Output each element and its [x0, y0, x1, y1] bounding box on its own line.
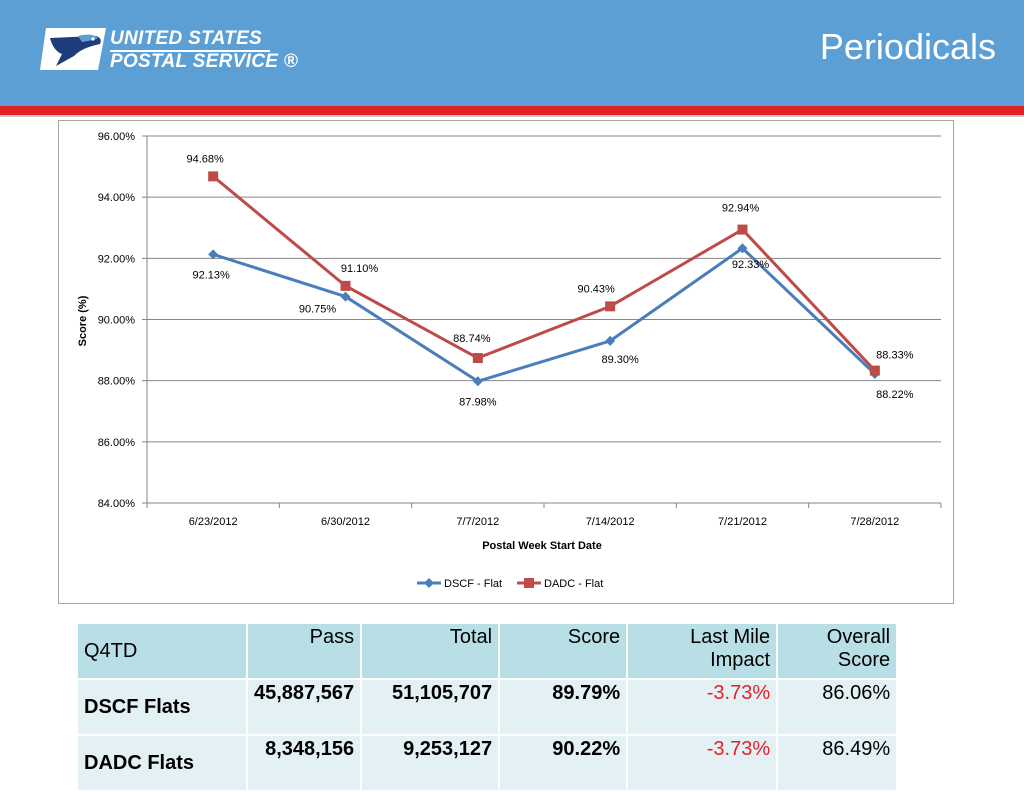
last-mile-cell: -3.73% — [626, 734, 779, 792]
header-banner — [0, 0, 1024, 106]
slide-title: Periodicals — [819, 26, 996, 67]
data-point-diamond — [208, 249, 219, 260]
eagle-icon — [40, 28, 106, 70]
data-point-diamond — [472, 376, 483, 387]
y-tick-label: 90.00% — [98, 315, 136, 327]
total-cell: 9,253,127 — [360, 734, 501, 792]
y-tick-label: 86.00% — [98, 437, 136, 449]
chart-legend: DSCF - Flat DADC - Flat — [417, 578, 603, 590]
x-tick-label: 7/21/2012 — [718, 516, 767, 528]
legend-label: DSCF - Flat — [444, 578, 502, 590]
pass-cell: 45,887,567 — [245, 678, 363, 736]
data-label: 88.74% — [453, 333, 491, 345]
x-axis-label: Postal Week Start Date — [482, 540, 602, 552]
row-label: DADC Flats — [76, 734, 248, 792]
data-point-square — [208, 171, 219, 182]
col-header-last-mile-impact: Last Mile Impact — [626, 622, 779, 680]
chart-canvas: 84.00% 86.00% 88.00% 90.00% 92.00% 94.00% 96.0… — [77, 131, 942, 590]
data-label: 88.33% — [876, 350, 914, 362]
logo-line-2: POSTAL SERVICE ® — [110, 51, 299, 72]
header-gray-rule — [0, 115, 1024, 117]
data-label: 92.13% — [193, 269, 231, 281]
data-label: 89.30% — [602, 354, 640, 366]
x-tick-label: 6/30/2012 — [321, 516, 370, 528]
col-header-score: Score — [498, 622, 629, 680]
series-line-dadc — [212, 175, 876, 372]
data-point-square — [340, 280, 351, 291]
y-tick-label: 84.00% — [98, 498, 136, 510]
series-line-dscf — [212, 246, 876, 383]
header-red-rule — [0, 106, 1024, 115]
total-cell: 51,105,707 — [360, 678, 501, 736]
line-chart: 84.00% 86.00% 88.00% 90.00% 92.00% 94.00% 96.0… — [58, 120, 954, 604]
data-point-square — [605, 301, 616, 312]
legend-marker-square — [524, 578, 534, 588]
data-label: 90.43% — [578, 283, 616, 295]
data-point-diamond — [605, 335, 616, 346]
data-point-diamond — [737, 243, 748, 254]
data-label: 87.98% — [459, 396, 497, 408]
data-point-square — [737, 224, 748, 235]
x-tick-label: 7/7/2012 — [456, 516, 499, 528]
data-label: 90.75% — [299, 304, 337, 316]
pass-cell: 8,348,156 — [245, 734, 363, 792]
y-tick-label: 88.00% — [98, 376, 136, 388]
data-label: 92.94% — [722, 203, 760, 215]
y-axis-label: Score (%) — [77, 295, 89, 346]
data-label: 88.22% — [876, 389, 914, 401]
data-label: 91.10% — [341, 263, 379, 275]
data-label: 92.33% — [732, 259, 770, 271]
logo-divider — [110, 50, 270, 52]
col-header-q4td: Q4TD — [76, 622, 248, 680]
table-row: DADC Flats 8,348,156 9,253,127 90.22% -3… — [76, 734, 899, 792]
data-point-diamond — [340, 291, 351, 302]
table-row: DSCF Flats 45,887,567 51,105,707 89.79% … — [76, 678, 899, 736]
col-header-overall-score: Overall Score — [776, 622, 899, 680]
y-tick-label: 94.00% — [98, 192, 136, 204]
legend-marker-diamond — [424, 578, 434, 588]
table-header-row: Q4TD Pass Total Score Last Mile Impact O… — [76, 622, 899, 680]
col-header-pass: Pass — [245, 622, 363, 680]
col-header-total: Total — [360, 622, 501, 680]
y-tick-label: 96.00% — [98, 131, 136, 143]
x-tick-label: 6/23/2012 — [189, 516, 238, 528]
score-cell: 89.79% — [498, 678, 629, 736]
q4td-table: Q4TD Pass Total Score Last Mile Impact O… — [76, 622, 899, 792]
x-tick-label: 7/14/2012 — [586, 516, 635, 528]
data-label: 94.68% — [187, 153, 225, 165]
data-point-square — [869, 365, 880, 376]
usps-logo: UNITED STATES POSTAL SERVICE ® — [40, 26, 300, 74]
data-point-square — [472, 353, 483, 364]
overall-score-cell: 86.49% — [776, 734, 899, 792]
y-tick-label: 92.00% — [98, 253, 136, 265]
x-tick-label: 7/28/2012 — [850, 516, 899, 528]
legend-label: DADC - Flat — [544, 578, 603, 590]
logo-line-1: UNITED STATES — [110, 28, 263, 49]
last-mile-cell: -3.73% — [626, 678, 779, 736]
score-cell: 90.22% — [498, 734, 629, 792]
row-label: DSCF Flats — [76, 678, 248, 736]
overall-score-cell: 86.06% — [776, 678, 899, 736]
